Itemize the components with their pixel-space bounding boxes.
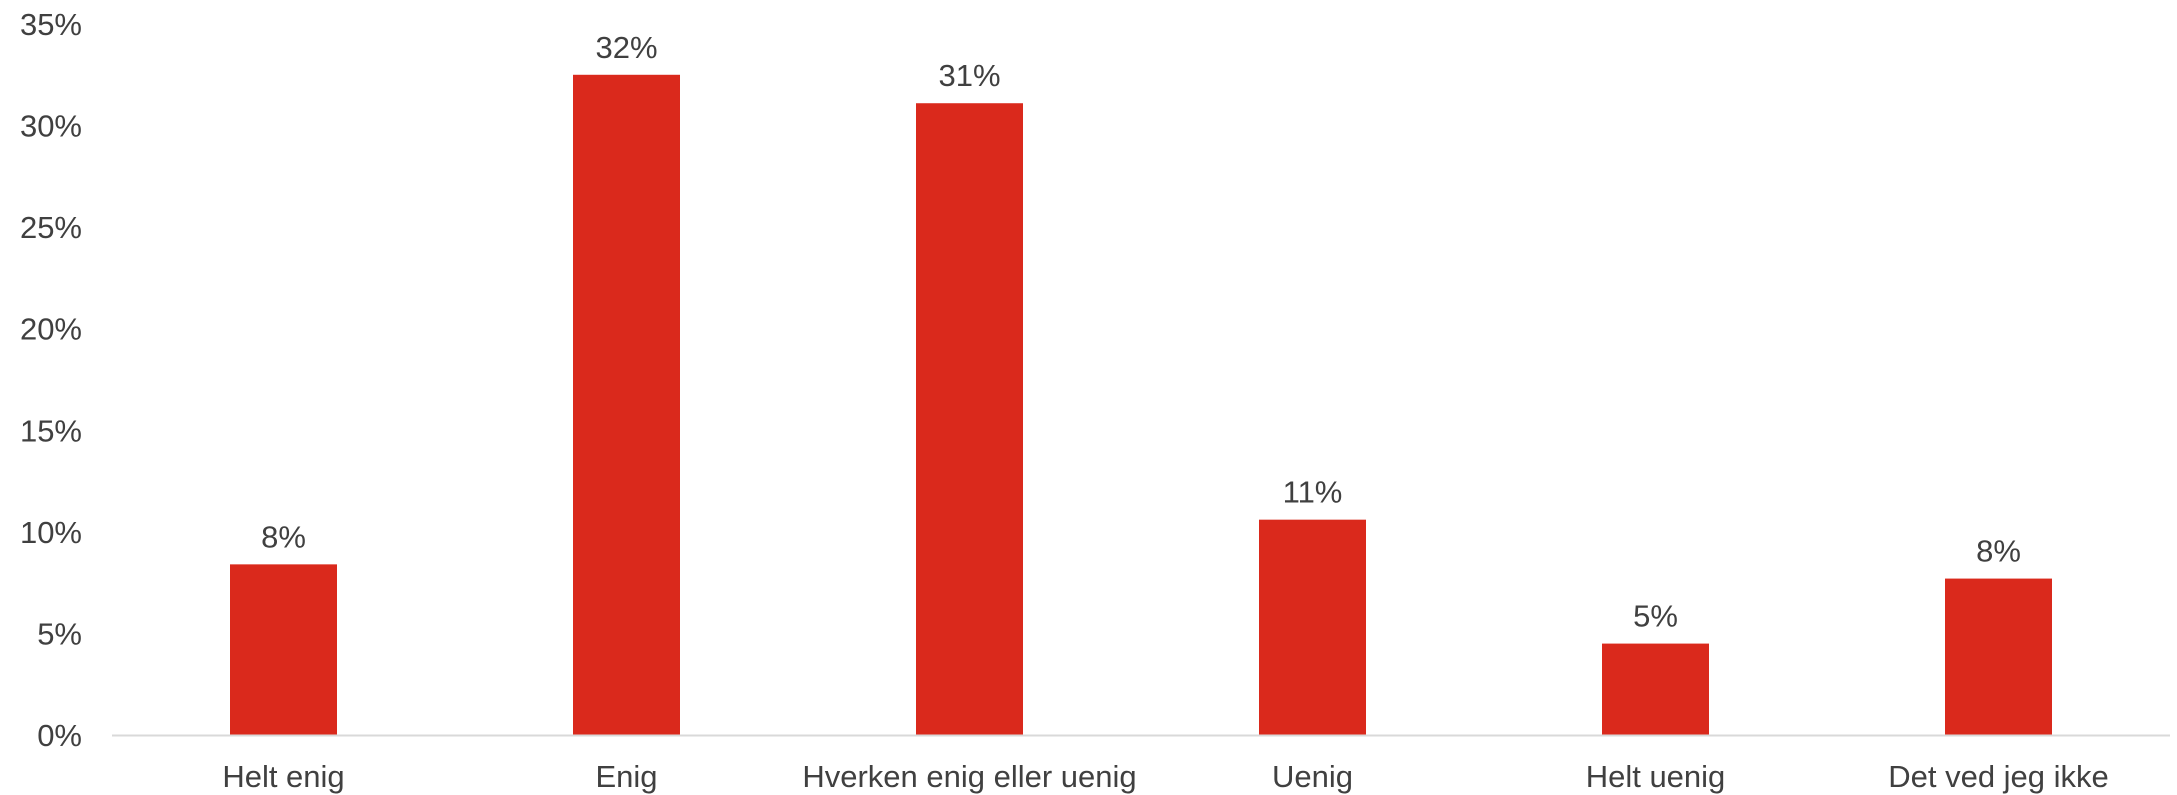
y-tick-label: 10% xyxy=(20,515,82,550)
bar xyxy=(1602,643,1709,735)
data-label: 8% xyxy=(261,519,306,554)
x-tick-label: Det ved jeg ikke xyxy=(1888,759,2109,794)
y-tick-label: 0% xyxy=(37,718,82,753)
bar xyxy=(916,103,1023,736)
x-tick-label: Hverken enig eller uenig xyxy=(802,759,1136,794)
y-axis: 0% 5% 10% 15% 20% 25% 30% 35% xyxy=(20,7,82,753)
y-tick-label: 25% xyxy=(20,210,82,245)
data-label: 8% xyxy=(1976,534,2021,569)
x-axis: Helt enig Enig Hverken enig eller uenig Uen… xyxy=(112,734,2170,794)
bar xyxy=(1945,578,2052,735)
data-label: 5% xyxy=(1633,599,1678,634)
y-tick-label: 20% xyxy=(20,312,82,347)
data-label: 11% xyxy=(1283,475,1343,510)
x-tick-label: Helt enig xyxy=(222,759,344,794)
bar xyxy=(1259,519,1366,735)
bar xyxy=(230,564,337,735)
data-label: 32% xyxy=(595,30,657,65)
y-tick-label: 5% xyxy=(37,616,82,651)
bar xyxy=(573,74,680,736)
data-labels-group: 8% 32% 31% 11% 5% 8% xyxy=(261,30,2021,634)
data-label: 31% xyxy=(938,58,1000,93)
bars-group xyxy=(230,74,2052,736)
y-tick-label: 35% xyxy=(20,7,82,42)
y-tick-label: 30% xyxy=(20,109,82,144)
x-tick-label: Uenig xyxy=(1272,759,1353,794)
x-tick-label: Enig xyxy=(595,759,657,794)
y-tick-label: 15% xyxy=(20,413,82,448)
x-tick-label: Helt uenig xyxy=(1586,759,1726,794)
